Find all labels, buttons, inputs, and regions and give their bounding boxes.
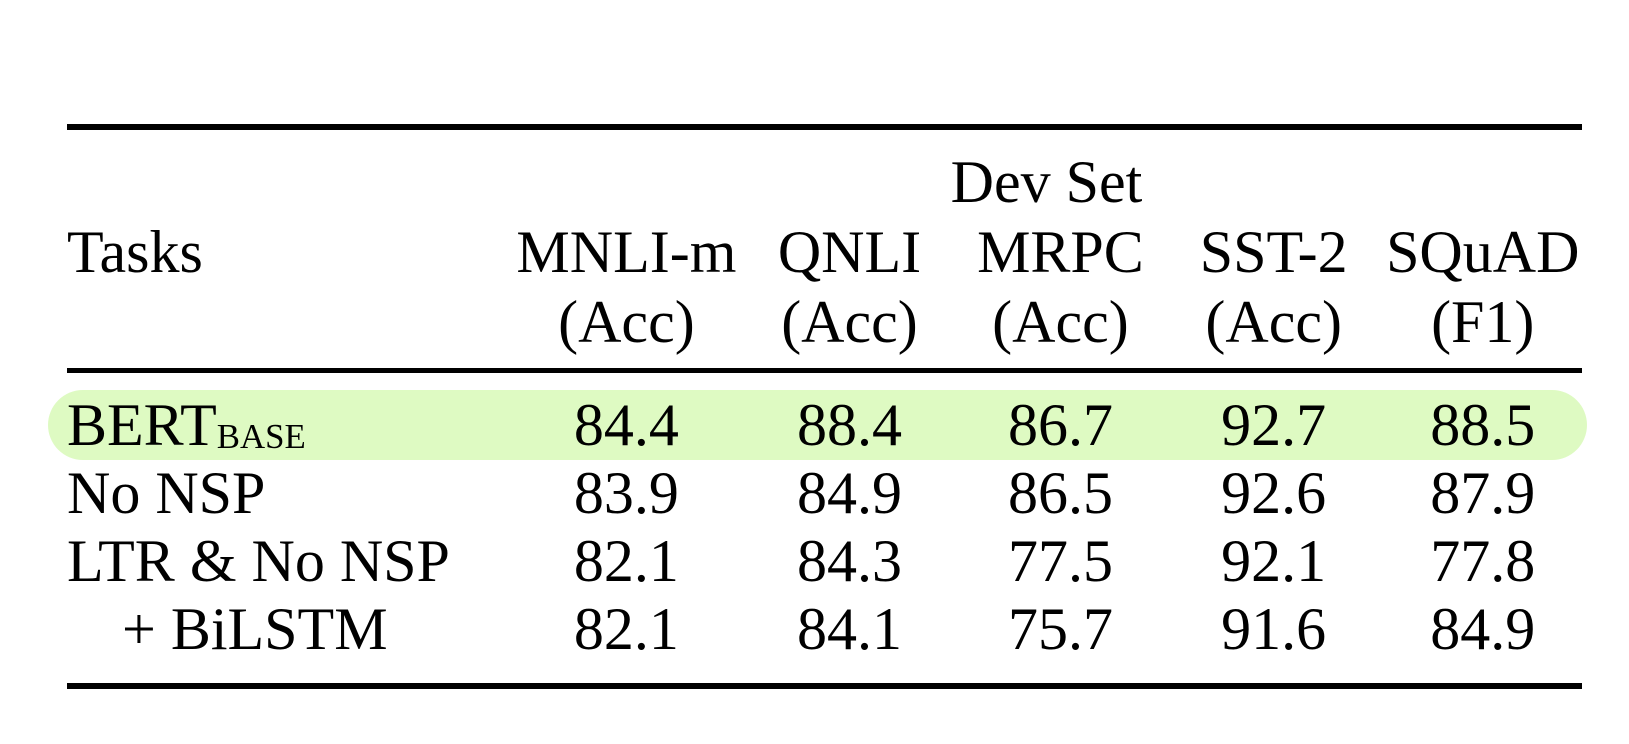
task-label: + BiLSTM bbox=[122, 596, 388, 662]
value-cell: 82.1 bbox=[573, 528, 679, 594]
task-label: No NSP bbox=[67, 460, 266, 526]
bert-base-row-highlight bbox=[48, 390, 1587, 460]
metric-spacer bbox=[67, 287, 511, 357]
value-cell: 75.7 bbox=[1007, 596, 1113, 662]
table-row-no-nsp: No NSP 83.9 84.9 86.5 92.6 87.9 bbox=[67, 459, 1582, 527]
metric-row: (Acc) (Acc) (Acc) (Acc) (F1) bbox=[67, 287, 1582, 357]
column-header-mnli-m: MNLI-m bbox=[516, 219, 737, 285]
column-header-mrpc: MRPC bbox=[977, 219, 1144, 285]
group-header-spacer bbox=[67, 147, 511, 217]
metric-header-qnli: (Acc) bbox=[781, 289, 918, 355]
metric-header-mnli-m: (Acc) bbox=[558, 289, 695, 355]
table-row-bilstm: + BiLSTM 82.1 84.1 75.7 91.6 84.9 bbox=[67, 595, 1582, 663]
task-label: LTR & No NSP bbox=[67, 528, 450, 594]
value-cell: 88.5 bbox=[1430, 392, 1536, 458]
table-body: BERTBASE 84.4 88.4 86.7 92.7 88.5 No NSP… bbox=[48, 373, 1587, 689]
value-cell: 92.1 bbox=[1221, 528, 1327, 594]
column-name-row: Tasks MNLI-m QNLI MRPC SST-2 SQuAD bbox=[67, 217, 1582, 287]
dev-set-group-header: Dev Set bbox=[950, 149, 1143, 215]
metric-header-mrpc: (Acc) bbox=[992, 289, 1129, 355]
value-cell: 84.9 bbox=[1430, 596, 1536, 662]
metric-header-squad: (F1) bbox=[1431, 289, 1535, 355]
task-label-text: BERT bbox=[67, 392, 217, 458]
value-cell: 92.7 bbox=[1221, 392, 1327, 458]
value-cell: 86.7 bbox=[1007, 392, 1113, 458]
value-cell: 82.1 bbox=[573, 596, 679, 662]
column-header-sst-2: SST-2 bbox=[1199, 219, 1348, 285]
ablation-results-table: Dev Set Tasks MNLI-m QNLI MRPC SST-2 SQu… bbox=[48, 124, 1587, 689]
value-cell: 84.1 bbox=[796, 596, 902, 662]
table-header: Dev Set Tasks MNLI-m QNLI MRPC SST-2 SQu… bbox=[67, 124, 1582, 373]
task-label: BERTBASE bbox=[67, 391, 511, 468]
value-cell: 91.6 bbox=[1221, 596, 1327, 662]
value-cell: 88.4 bbox=[796, 392, 902, 458]
value-cell: 84.3 bbox=[796, 528, 902, 594]
value-cell: 86.5 bbox=[1007, 460, 1113, 526]
value-cell: 87.9 bbox=[1430, 460, 1536, 526]
column-header-squad: SQuAD bbox=[1386, 219, 1580, 285]
group-header-row: Dev Set bbox=[67, 147, 1582, 217]
value-cell: 92.6 bbox=[1221, 460, 1327, 526]
value-cell: 77.8 bbox=[1430, 528, 1536, 594]
column-header-qnli: QNLI bbox=[777, 219, 922, 285]
metric-header-sst-2: (Acc) bbox=[1205, 289, 1342, 355]
table-row-bert-base: BERTBASE 84.4 88.4 86.7 92.7 88.5 bbox=[67, 391, 1582, 459]
value-cell: 84.9 bbox=[796, 460, 902, 526]
value-cell: 77.5 bbox=[1007, 528, 1113, 594]
tasks-column-header: Tasks bbox=[67, 219, 203, 285]
bert-base-subscript: BASE bbox=[216, 417, 306, 457]
value-cell: 83.9 bbox=[573, 460, 679, 526]
value-cell: 84.4 bbox=[573, 392, 679, 458]
table-row-ltr-no-nsp: LTR & No NSP 82.1 84.3 77.5 92.1 77.8 bbox=[67, 527, 1582, 595]
